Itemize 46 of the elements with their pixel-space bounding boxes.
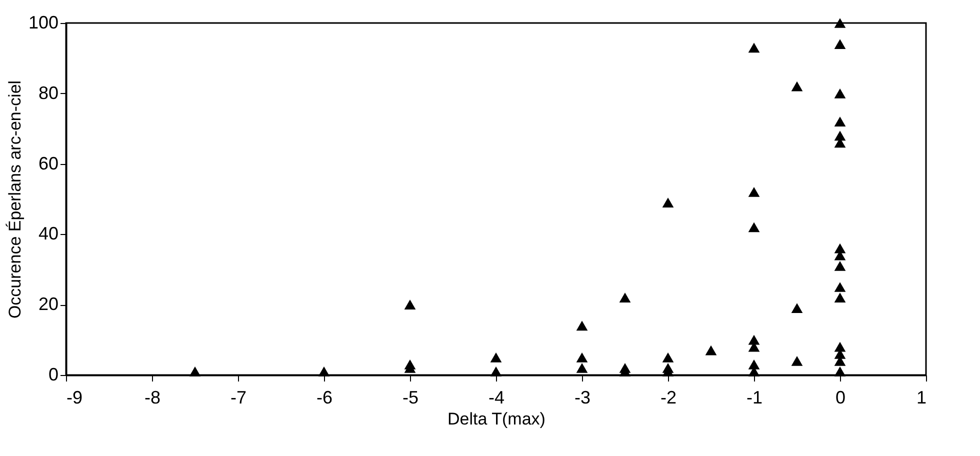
point [705, 345, 717, 356]
point [318, 366, 330, 376]
point [834, 116, 846, 126]
point [834, 39, 846, 50]
x-tick-label: -5 [402, 388, 419, 408]
point [576, 320, 588, 331]
point [576, 352, 588, 362]
y-tick-label: 80 [38, 82, 58, 103]
x-tick-label: -9 [66, 388, 83, 408]
y-axis-title: Occurence Éperlans arc-en-ciel [5, 80, 24, 319]
point [791, 81, 803, 92]
y-tick-label: 20 [38, 294, 58, 314]
point [834, 292, 846, 302]
x-tick-label: -3 [574, 388, 591, 408]
x-tick-label: -4 [488, 388, 505, 408]
point [834, 18, 846, 28]
point [404, 300, 416, 310]
point [834, 88, 846, 98]
x-tick-label: -7 [230, 388, 247, 408]
point [791, 356, 803, 366]
point [490, 352, 502, 362]
x-tick-label: 0 [835, 388, 846, 408]
x-axis-title: Delta T(max) [448, 410, 546, 428]
x-tick-label: 1 [916, 388, 926, 408]
x-tick-label: -1 [746, 388, 763, 408]
point [662, 352, 674, 362]
x-tick-label: -6 [316, 388, 333, 408]
point [490, 366, 502, 376]
point [834, 260, 846, 271]
point [662, 198, 674, 208]
point [748, 222, 760, 232]
point [834, 282, 846, 292]
point [619, 292, 631, 302]
x-tick-label: -2 [660, 388, 677, 408]
point [748, 42, 760, 53]
point [834, 130, 846, 141]
point [189, 366, 201, 376]
point [748, 187, 760, 197]
y-tick-label: 40 [38, 224, 58, 244]
y-tick-label: 100 [28, 12, 58, 32]
y-tick-label: 60 [38, 153, 58, 174]
x-tick-label: -8 [144, 388, 161, 408]
point [791, 303, 803, 314]
y-tick-label: 0 [48, 364, 58, 384]
point [834, 366, 846, 376]
point [576, 363, 588, 373]
